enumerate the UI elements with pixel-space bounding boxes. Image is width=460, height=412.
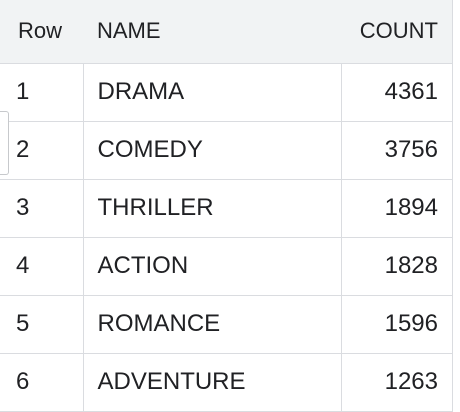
row-number-cell: 4 [0,237,84,296]
name-cell: ADVENTURE [83,353,342,412]
table-row: 3 THRILLER 1894 [0,179,452,238]
column-header-count: COUNT [341,0,452,64]
table-right-border [452,0,453,412]
name-cell: COMEDY [83,121,342,180]
name-cell: ROMANCE [83,295,342,354]
table-row: 1 DRAMA 4361 [0,63,452,122]
row-number-cell: 2 [0,121,84,180]
count-cell: 1828 [341,237,452,296]
count-cell: 3756 [341,121,452,180]
count-cell: 1596 [341,295,452,354]
table-header-row: Row NAME COUNT [0,0,452,64]
count-cell: 1263 [341,353,452,412]
table-row: 2 COMEDY 3756 [0,121,452,180]
column-header-name: NAME [83,0,341,64]
count-cell: 1894 [341,179,452,238]
row-number-cell: 1 [0,63,84,122]
row-number-cell: 6 [0,353,84,412]
table-row: 6 ADVENTURE 1263 [0,353,452,412]
column-header-row: Row [0,0,83,64]
row-number-cell: 5 [0,295,84,354]
name-cell: DRAMA [83,63,342,122]
row-drag-handle[interactable] [0,111,9,175]
name-cell: ACTION [83,237,342,296]
row-number-cell: 3 [0,179,84,238]
name-cell: THRILLER [83,179,342,238]
table-row: 4 ACTION 1828 [0,237,452,296]
table-row: 5 ROMANCE 1596 [0,295,452,354]
count-cell: 4361 [341,63,452,122]
